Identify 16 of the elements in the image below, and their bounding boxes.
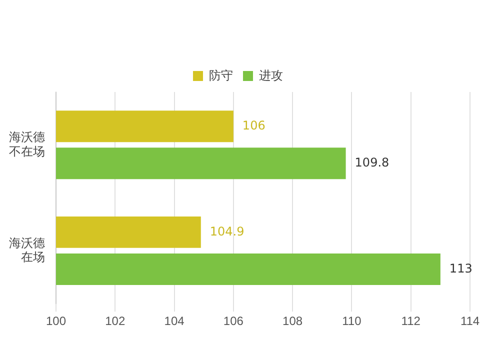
data-label: 106 <box>242 118 266 133</box>
legend-label: 防守 <box>209 68 233 82</box>
data-label: 109.8 <box>354 156 390 170</box>
x-tick-label: 114 <box>460 314 480 328</box>
x-tick-label: 112 <box>401 314 421 328</box>
x-tick-label: 108 <box>282 314 303 328</box>
x-tick-label: 106 <box>223 314 244 328</box>
x-tick-label: 110 <box>342 314 362 328</box>
legend-label: 进攻 <box>259 68 283 82</box>
x-tick-label: 100 <box>46 314 66 328</box>
x-tick-label: 104 <box>164 314 185 328</box>
data-label: 113 <box>449 261 472 276</box>
y-tick-label: 海沃德不在场 <box>9 130 45 158</box>
y-tick-label: 海沃德在场 <box>9 236 45 264</box>
data-label: 104.9 <box>210 224 244 238</box>
x-tick-label: 102 <box>105 314 126 328</box>
